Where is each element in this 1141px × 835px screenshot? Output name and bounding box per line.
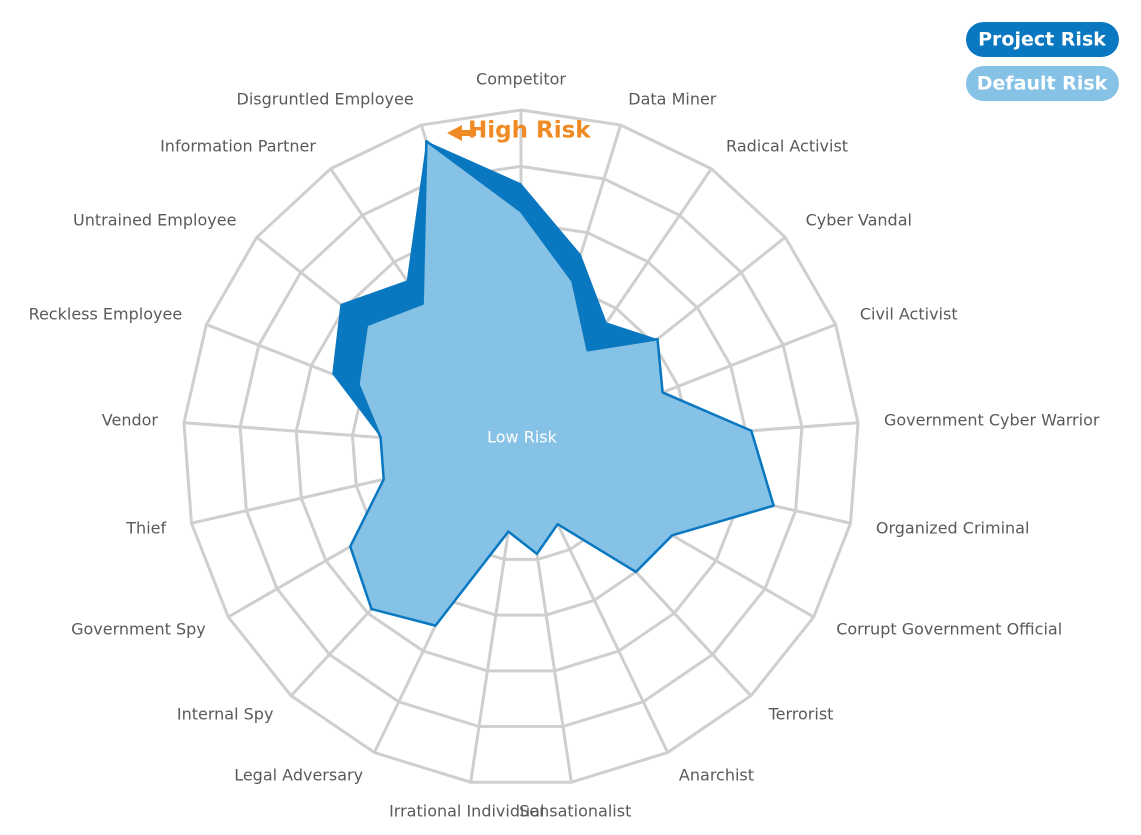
category-label: Government Spy xyxy=(71,620,206,639)
labels: Competitor Data Miner Radical Activist Cybe… xyxy=(29,70,1100,821)
category-label: Legal Adversary xyxy=(234,765,363,784)
category-label: Civil Activist xyxy=(860,305,958,324)
category-label: Cyber Vandal xyxy=(806,211,912,230)
legend: Project Risk Default Risk xyxy=(966,22,1119,101)
category-label: Corrupt Government Official xyxy=(836,620,1062,639)
category-label: Organized Criminal xyxy=(876,518,1030,537)
category-label: Government Cyber Warrior xyxy=(884,410,1100,429)
category-label: Terrorist xyxy=(768,704,834,723)
series-area xyxy=(348,139,775,627)
legend-item[interactable]: Project Risk xyxy=(966,22,1119,57)
legend-label[interactable]: Default Risk xyxy=(977,73,1108,95)
category-label: Radical Activist xyxy=(726,137,848,156)
category-label: Thief xyxy=(125,518,166,537)
annotation: High Risk xyxy=(468,118,591,144)
category-label: Reckless Employee xyxy=(29,305,183,324)
category-label: Irrational Individual xyxy=(389,801,544,820)
grid-ring xyxy=(238,164,804,729)
grid-ring xyxy=(182,108,860,784)
category-label: Information Partner xyxy=(160,137,316,156)
legend-item[interactable]: Default Risk xyxy=(966,66,1119,101)
category-label: Disgruntled Employee xyxy=(237,90,414,109)
category-label: Untrained Employee xyxy=(73,211,236,230)
legend-label[interactable]: Project Risk xyxy=(978,29,1106,51)
legend-swatch[interactable] xyxy=(966,22,1119,57)
category-label: Anarchist xyxy=(679,765,754,784)
category-label: Vendor xyxy=(102,410,159,429)
category-label: Competitor xyxy=(476,70,566,89)
category-label: Sensationalist xyxy=(519,801,631,820)
annotation-arrow xyxy=(447,125,476,141)
category-label: Internal Spy xyxy=(177,704,274,723)
category-label: Data Miner xyxy=(628,90,717,109)
legend-swatch[interactable] xyxy=(966,66,1119,101)
plot xyxy=(332,139,775,627)
annotation: Low Risk xyxy=(487,428,557,447)
grid-ring xyxy=(294,221,748,673)
